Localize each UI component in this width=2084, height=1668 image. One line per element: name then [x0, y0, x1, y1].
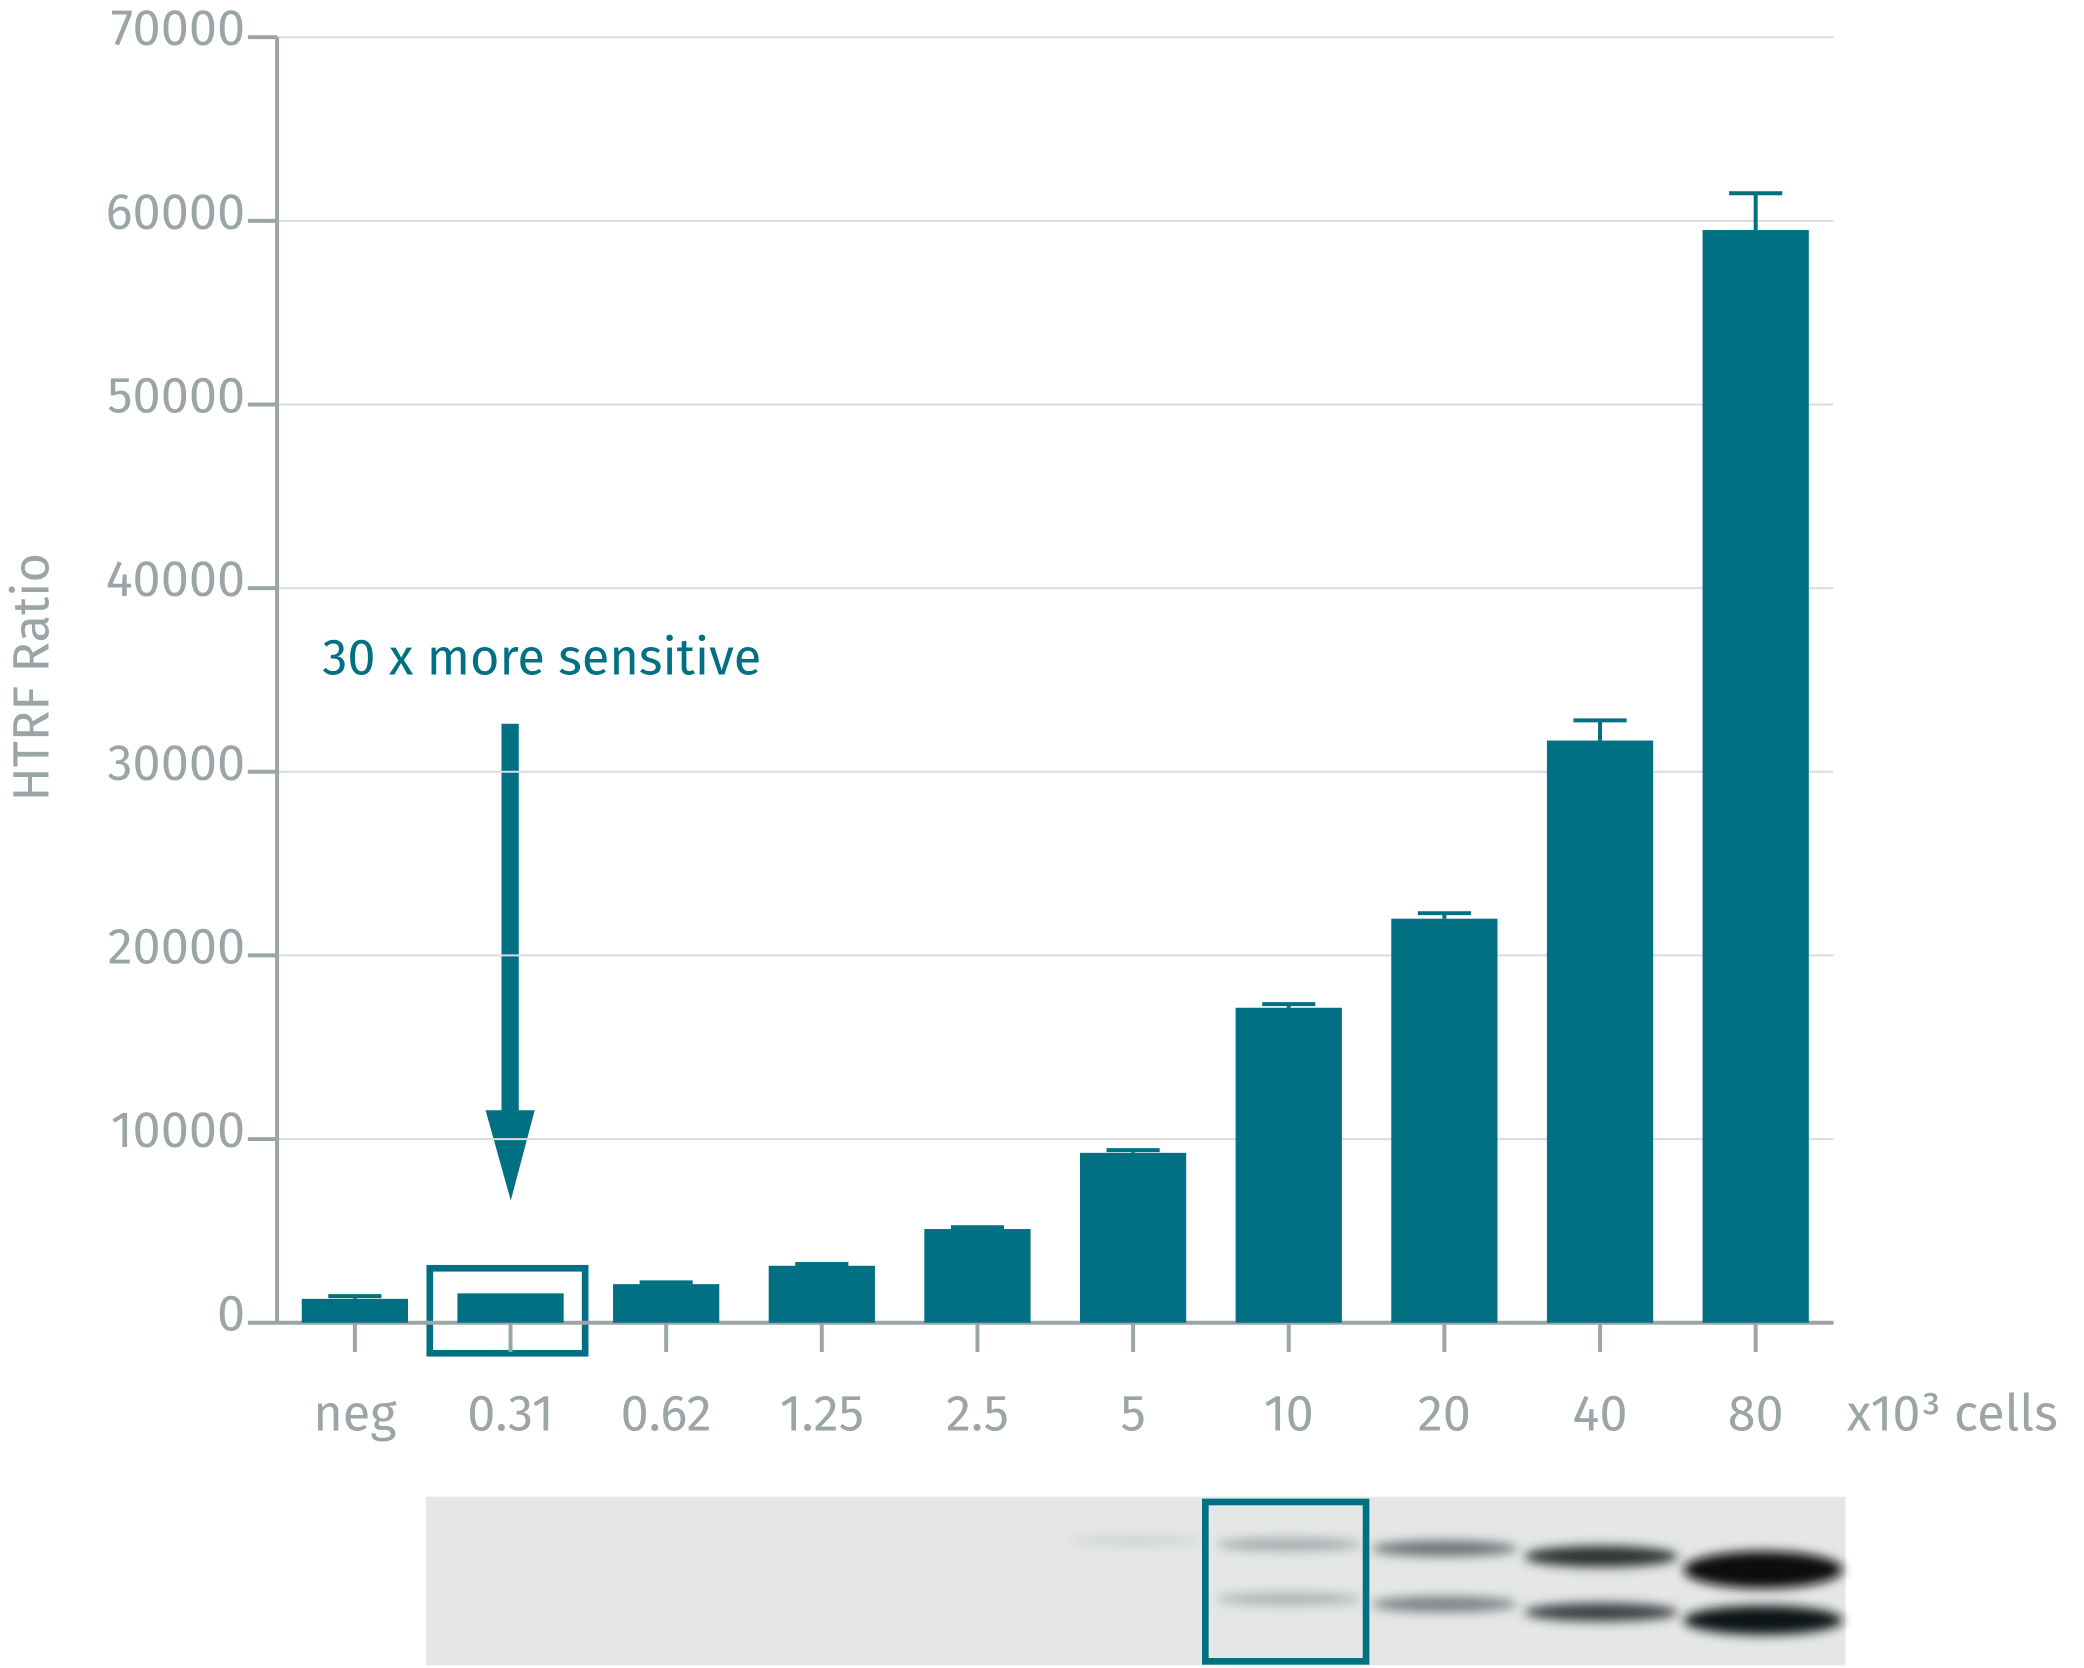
annotation-arrowhead	[485, 1110, 535, 1201]
y-tick-label: 40000	[106, 550, 245, 610]
bar	[768, 1265, 875, 1323]
bar	[924, 1229, 1031, 1323]
x-tick-label: 2.5	[946, 1384, 1009, 1444]
x-tick-label: neg	[313, 1384, 397, 1444]
highlight-box	[426, 1264, 589, 1357]
bar	[1235, 1007, 1342, 1323]
bar	[301, 1298, 409, 1323]
x-tick-label: 0.31	[467, 1384, 553, 1444]
x-tick-label: 5	[1120, 1384, 1145, 1444]
y-tick-label: 20000	[108, 917, 246, 977]
x-tick-label: 20	[1418, 1384, 1471, 1444]
x-tick-label: 80	[1728, 1384, 1784, 1444]
annotation-arrow	[501, 723, 519, 1112]
x-tick-label: 10	[1264, 1384, 1314, 1444]
y-tick-label: 50000	[107, 366, 245, 426]
y-tick-label: 0	[217, 1285, 245, 1345]
annotation: 30 x more sensitive	[322, 629, 761, 689]
y-axis-label: HTRF Ratio	[3, 553, 63, 801]
bar	[1391, 918, 1498, 1323]
bar	[457, 1293, 564, 1323]
bar	[1702, 230, 1809, 1323]
bar	[1079, 1152, 1187, 1323]
x-tick-label: 40	[1573, 1384, 1628, 1444]
bar	[1546, 740, 1654, 1323]
x-axis-label: x10³ cells	[1847, 1384, 2058, 1444]
x-tick-label: 0.62	[621, 1384, 712, 1444]
y-tick-label: 10000	[111, 1101, 245, 1161]
y-tick-label: 70000	[111, 0, 245, 59]
y-tick-label: 60000	[106, 183, 246, 243]
blot-image	[425, 1496, 1846, 1666]
y-tick-label: 30000	[107, 734, 245, 794]
x-tick-label: 1.25	[780, 1384, 864, 1444]
bar	[613, 1284, 720, 1323]
